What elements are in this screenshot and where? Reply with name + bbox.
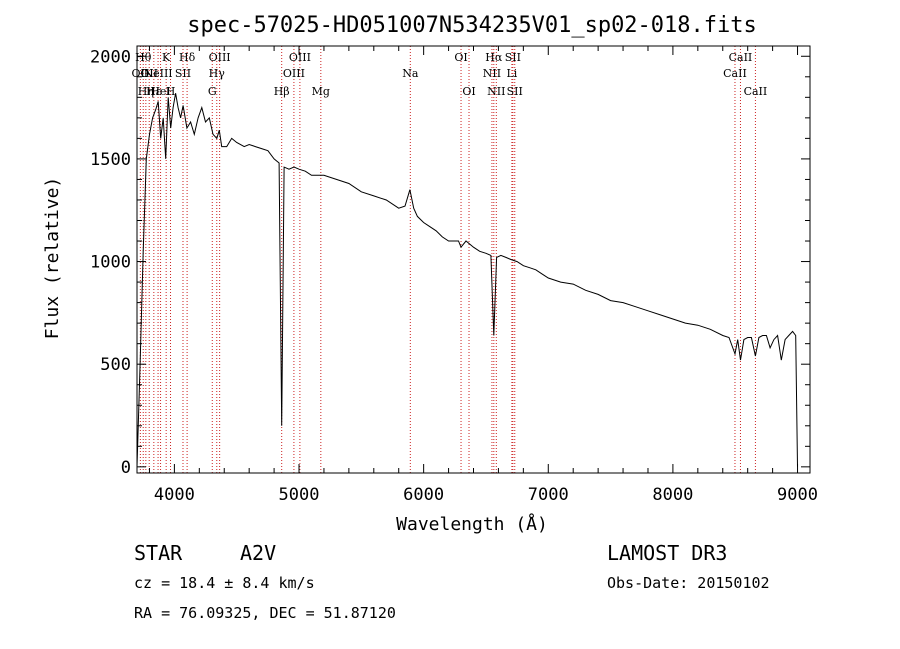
line-label-10: Hδ xyxy=(179,51,196,64)
line-label-15: OIII xyxy=(283,67,305,80)
line-label-23: NII xyxy=(487,85,505,98)
y-tick-label: 1000 xyxy=(90,253,131,273)
line-label-11: G xyxy=(208,85,217,98)
y-tick-label: 0 xyxy=(121,458,131,478)
line-label-28: CaII xyxy=(729,51,753,64)
line-label-21: NII xyxy=(483,67,501,80)
line-label-4: Hε xyxy=(146,85,162,98)
x-tick-label: 4000 xyxy=(154,485,195,505)
emission-line-labels: OII Hθ Hη OII Hε NeIII HeI K H SII Hδ G Hγ OIII Hβ OIII… xyxy=(132,51,768,98)
line-label-18: Na xyxy=(402,67,419,80)
redshift-value: cz = 18.4 ± 8.4 km/s xyxy=(134,574,315,592)
line-label-7: K xyxy=(162,51,171,64)
line-label-17: Mg xyxy=(312,85,330,98)
y-tick-label: 1500 xyxy=(90,150,131,170)
object-subclass: A2V xyxy=(240,541,276,565)
line-label-20: OI xyxy=(462,85,475,98)
line-label-8: H xyxy=(166,85,176,98)
emission-line-markers xyxy=(139,46,756,473)
spectrum-line xyxy=(136,93,798,467)
y-tick-label: 500 xyxy=(100,355,131,375)
line-label-29: CaII xyxy=(744,85,768,98)
line-label-3: OII xyxy=(140,67,158,80)
x-tick-label: 8000 xyxy=(652,485,693,505)
y-tick-label: 2000 xyxy=(90,47,131,67)
coordinates: RA = 76.09325, DEC = 51.87120 xyxy=(134,604,396,622)
observation-date: Obs-Date: 20150102 xyxy=(607,574,770,592)
object-class: STAR xyxy=(134,541,183,565)
line-label-25: SII xyxy=(505,51,521,64)
chart-title: spec-57025-HD051007N534235V01_sp02-018.f… xyxy=(187,13,757,38)
line-label-12: Hγ xyxy=(209,67,226,80)
survey-name: LAMOST DR3 xyxy=(607,541,727,565)
plot-frame xyxy=(136,45,811,474)
x-axis-label: Wavelength (Å) xyxy=(396,513,548,535)
line-label-26: SII xyxy=(507,85,523,98)
line-label-0: OII xyxy=(132,67,150,80)
line-label-6: HeI xyxy=(150,85,170,98)
line-label-27: CaII xyxy=(723,67,747,80)
y-axis-label: Flux (relative) xyxy=(42,177,63,340)
line-label-2: Hη xyxy=(138,85,154,98)
x-tick-label: 6000 xyxy=(403,485,444,505)
line-label-16: OIII xyxy=(289,51,311,64)
x-axis-ticks: 4000 5000 6000 7000 8000 9000 xyxy=(148,46,818,505)
line-label-22: Hα xyxy=(485,51,503,64)
line-label-19: OI xyxy=(454,51,467,64)
line-label-14: Hβ xyxy=(274,85,290,98)
line-label-24: Li xyxy=(506,67,517,80)
x-tick-label: 7000 xyxy=(528,485,569,505)
line-label-5: NeIII xyxy=(143,67,172,80)
y-axis-ticks: 0 500 1000 1500 2000 xyxy=(90,47,810,478)
line-label-9: SII xyxy=(175,67,191,80)
x-tick-label: 5000 xyxy=(279,485,320,505)
line-label-1: Hθ xyxy=(135,51,152,64)
x-tick-label: 9000 xyxy=(777,485,818,505)
line-label-13: OIII xyxy=(209,51,231,64)
